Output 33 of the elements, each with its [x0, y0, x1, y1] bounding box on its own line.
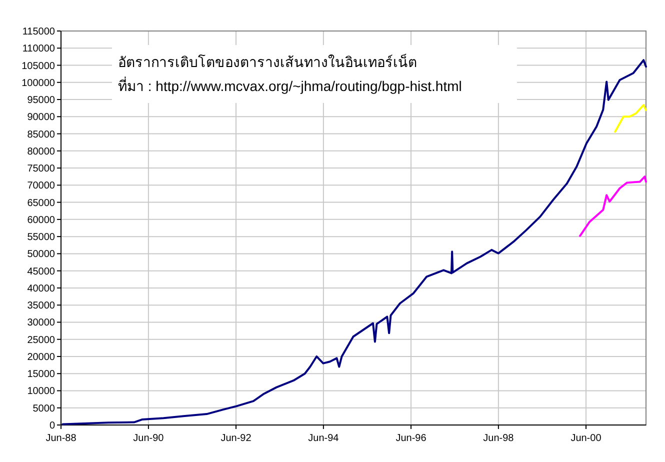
y-tick-label: 65000: [27, 198, 56, 209]
y-tick-label: 60000: [27, 214, 56, 226]
y-tick-label: 105000: [22, 60, 56, 72]
y-tick-label: 90000: [27, 112, 56, 124]
y-tick-label: 10000: [27, 386, 56, 398]
x-tick-label: Jun-98: [483, 433, 514, 444]
y-tick-label: 20000: [27, 352, 56, 363]
y-tick-label: 50000: [27, 249, 56, 260]
y-tick-label: 75000: [27, 164, 56, 175]
x-tick-label: Jun-88: [46, 433, 77, 444]
y-tick-label: 110000: [22, 44, 56, 55]
y-tick-label: 80000: [27, 146, 56, 158]
y-tick-label: 0: [49, 420, 56, 432]
x-tick-label: Jun-94: [308, 433, 340, 444]
y-tick-label: 30000: [27, 318, 56, 329]
y-tick-label: 115000: [22, 26, 56, 38]
y-tick-label: 5000: [32, 403, 56, 414]
y-tick-label: 40000: [27, 283, 56, 294]
x-tick-label: Jun-90: [133, 433, 164, 444]
x-tick-label: Jun-92: [220, 433, 252, 444]
title-box: อัตราการเติบโตของตารางเส้นทางในอินเทอร์เน็ต ที่มา : http://www.mcvax.org/~jhma/routing/bgp-hist.html: [112, 45, 517, 103]
y-tick-label: 45000: [27, 266, 56, 278]
y-tick-label: 95000: [27, 95, 56, 106]
y-tick-label: 25000: [27, 334, 56, 346]
x-tick-label: Jun-00: [570, 433, 602, 444]
x-tick-label: Jun-96: [396, 433, 427, 444]
y-tick-label: 70000: [27, 180, 56, 192]
y-tick-label: 15000: [27, 369, 56, 380]
y-tick-label: 85000: [27, 129, 56, 140]
y-tick-label: 35000: [27, 300, 56, 312]
y-tick-label: 55000: [27, 232, 56, 244]
annotation: ที่มา : http://www.mcvax.org/~jhma/routing/bgp-hist.html: [118, 77, 462, 94]
y-tick-label: 100000: [22, 78, 56, 89]
